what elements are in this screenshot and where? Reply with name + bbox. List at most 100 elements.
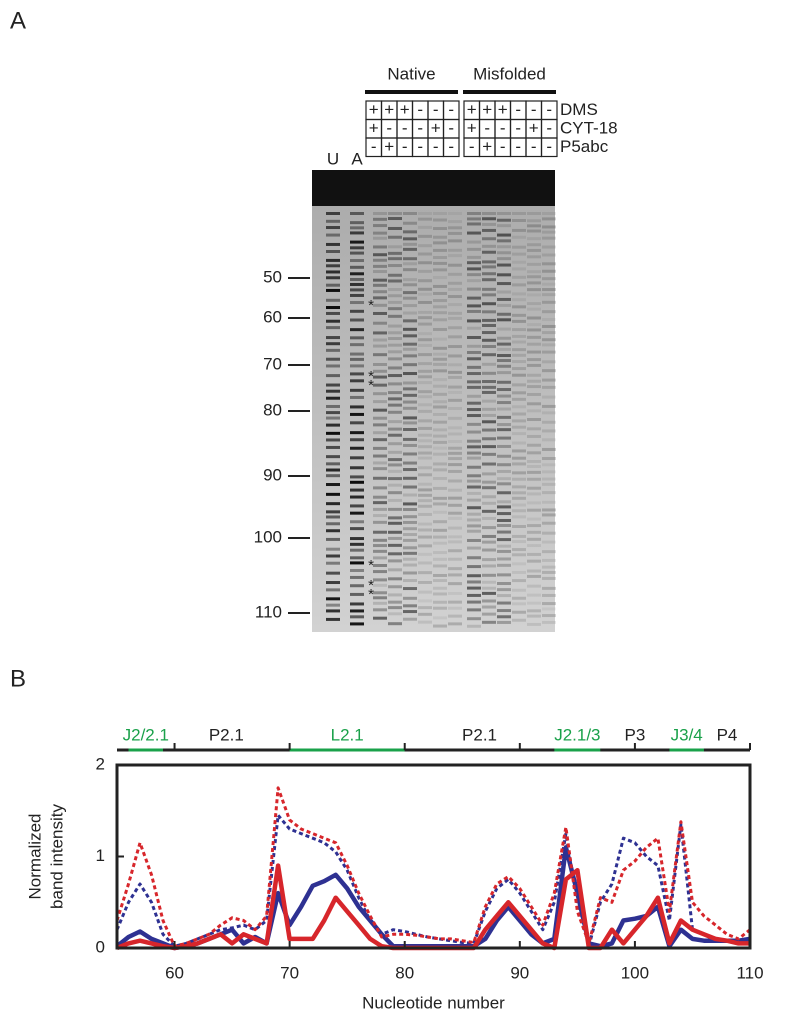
gel-band [388, 314, 402, 318]
sign: - [448, 100, 454, 119]
sign: - [500, 137, 506, 156]
gel-band [448, 496, 462, 500]
gel-band [512, 562, 526, 566]
gel-band [467, 350, 481, 354]
gel-band [350, 592, 364, 596]
gel-band [418, 375, 432, 379]
gel-band [403, 372, 417, 376]
gel-band [373, 212, 387, 215]
gel-band [497, 518, 511, 522]
gel-band [418, 362, 432, 366]
gel-band [542, 338, 556, 342]
gel-band [388, 543, 402, 547]
gel-band [527, 275, 541, 279]
gel-band [433, 268, 447, 272]
gel-band [418, 261, 432, 265]
gel-band [542, 477, 556, 481]
gel-band [527, 559, 541, 563]
sign: - [448, 137, 454, 156]
gel-band [482, 516, 496, 520]
gel-band [497, 482, 511, 486]
gel-band [326, 474, 340, 478]
gel-band [467, 231, 481, 235]
gel-band [326, 389, 340, 393]
gel-band [418, 426, 432, 430]
gel-band [527, 451, 541, 455]
sign: - [515, 118, 521, 137]
gel-band [350, 212, 364, 215]
gel-band [388, 374, 402, 378]
x-tick-label: 80 [395, 963, 414, 982]
region-label: L2.1 [331, 725, 364, 744]
gel-band [350, 511, 364, 515]
gel-band [418, 269, 432, 273]
gel-band [403, 257, 417, 261]
gel-band [373, 446, 387, 450]
gel-band [527, 392, 541, 396]
gel-band [373, 362, 387, 366]
gel-band [448, 457, 462, 461]
marker-label: 80 [263, 400, 282, 419]
gel-band [512, 353, 526, 357]
gel-band [418, 590, 432, 594]
gel-band [497, 312, 511, 316]
sign: + [369, 100, 379, 119]
gel-band [433, 392, 447, 396]
x-tick-label: 100 [621, 963, 649, 982]
sign: - [546, 137, 552, 156]
gel-band [467, 465, 481, 469]
gel-band [467, 445, 481, 449]
gel-band [418, 451, 432, 455]
gel-band [448, 272, 462, 276]
gel-band [512, 245, 526, 249]
gel-band [403, 579, 417, 583]
gel-band [497, 394, 511, 398]
gel-band [403, 342, 417, 346]
gel-band [482, 353, 496, 357]
gel-band [542, 500, 556, 504]
sign: - [546, 100, 552, 119]
gel-band [497, 573, 511, 577]
gel-band [418, 493, 432, 497]
gel-band [482, 526, 496, 530]
gel-band [448, 591, 462, 595]
gel-band [388, 450, 402, 454]
gel-band [497, 224, 511, 228]
gel-band [388, 337, 402, 341]
gel-band [326, 233, 340, 237]
gel-band [418, 482, 432, 486]
gel-band [497, 282, 511, 286]
gel-band [512, 328, 526, 332]
gel-band [512, 618, 526, 622]
gel-band [467, 580, 481, 584]
gel-band [388, 585, 402, 589]
gel-band [326, 522, 340, 526]
group-label: Misfolded [473, 64, 546, 83]
sign: - [371, 137, 377, 156]
gel-band [433, 261, 447, 265]
x-tick-label: 110 [736, 963, 763, 982]
gel-band [350, 357, 364, 361]
gel-band [373, 556, 387, 560]
gel-band [326, 311, 340, 315]
gel-band [326, 455, 340, 459]
gel-band [388, 300, 402, 304]
marker-label: 90 [263, 465, 282, 484]
gel-band [403, 421, 417, 425]
gel-band [527, 417, 541, 421]
gel-band [373, 486, 387, 490]
gel-band [373, 467, 387, 471]
gel-band [527, 465, 541, 469]
gel-band [527, 584, 541, 588]
gel-band [326, 462, 340, 466]
gel-band [542, 411, 556, 415]
gel-band [497, 588, 511, 592]
gel-band [467, 365, 481, 369]
gel-band [497, 273, 511, 277]
gel-band [527, 373, 541, 377]
gel-band [350, 318, 364, 322]
gel-band [326, 561, 340, 565]
gel-band [326, 374, 340, 378]
gel-band [373, 570, 387, 574]
